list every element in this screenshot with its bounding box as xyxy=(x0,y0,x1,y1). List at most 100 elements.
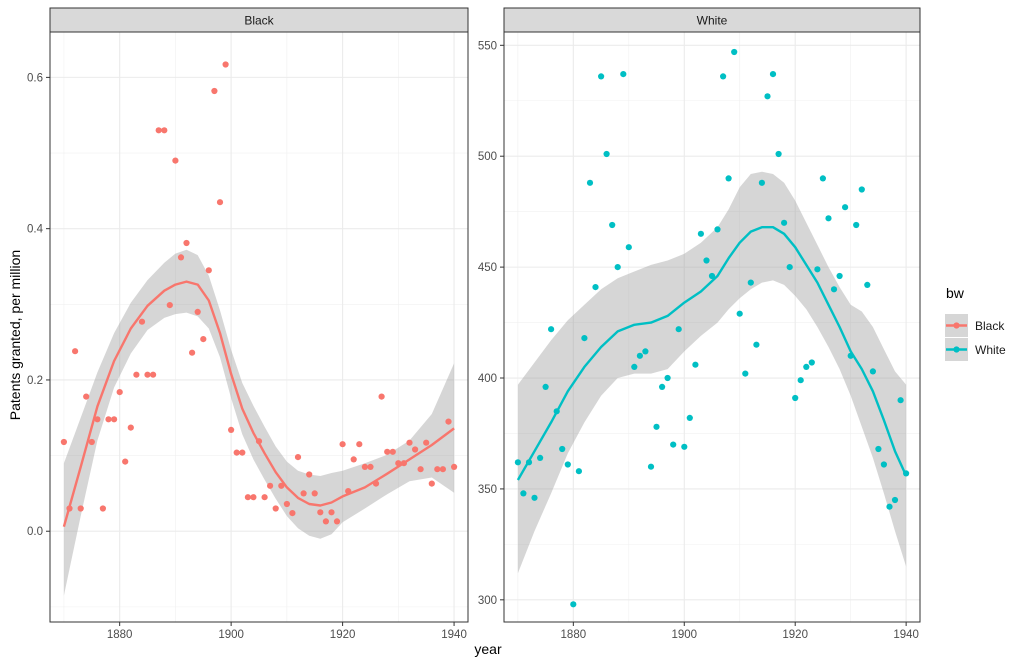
data-point xyxy=(333,518,341,525)
x-tick-label: 1880 xyxy=(561,629,587,641)
data-point xyxy=(642,348,649,355)
data-point xyxy=(367,463,374,470)
data-point xyxy=(653,423,660,430)
data-point xyxy=(781,219,788,226)
data-point xyxy=(830,286,838,293)
data-point xyxy=(94,416,101,423)
confidence-band xyxy=(63,249,455,596)
data-point xyxy=(105,416,112,423)
data-point xyxy=(88,438,95,446)
legend-label: White xyxy=(975,343,1006,357)
data-point xyxy=(99,505,106,512)
data-point xyxy=(406,439,413,446)
legend-label: Black xyxy=(975,319,1005,333)
legend-key-point xyxy=(953,322,960,329)
data-point xyxy=(769,71,777,78)
x-tick-label: 1920 xyxy=(782,629,808,641)
data-point xyxy=(77,505,84,512)
data-point xyxy=(445,418,452,425)
y-tick-label: 500 xyxy=(478,151,497,163)
data-point xyxy=(625,244,632,251)
data-point xyxy=(150,371,157,378)
data-point xyxy=(647,463,655,470)
data-point xyxy=(384,448,391,455)
data-point xyxy=(620,71,627,78)
x-tick-label: 1940 xyxy=(441,629,467,641)
data-point xyxy=(216,199,224,206)
data-point xyxy=(570,601,577,608)
data-point xyxy=(350,456,357,463)
data-point xyxy=(880,461,888,468)
data-point xyxy=(736,310,743,317)
data-point xyxy=(708,272,716,280)
data-point xyxy=(681,443,688,450)
data-point xyxy=(72,348,79,355)
data-point xyxy=(272,505,279,512)
data-point xyxy=(703,257,710,264)
data-point xyxy=(714,226,721,233)
panel-white: White 1880 1900 1920 1940 300 350 400 450 500 550 xyxy=(478,7,921,641)
panels-group: Black 1880 1900 1920 1940 0.0 0.2 0.4 0.6 White 18… xyxy=(27,7,921,641)
y-tick-label: 0.4 xyxy=(27,224,44,236)
data-point xyxy=(797,377,804,384)
data-point xyxy=(803,363,810,370)
data-point xyxy=(598,73,605,80)
data-point xyxy=(858,186,865,193)
y-tick-label: 550 xyxy=(478,40,497,52)
data-point xyxy=(356,441,363,448)
data-point xyxy=(825,215,832,222)
data-point xyxy=(306,471,313,478)
data-point xyxy=(289,509,296,517)
data-point xyxy=(322,518,329,525)
x-tick-label: 1880 xyxy=(107,629,133,641)
data-point xyxy=(875,445,882,453)
data-point xyxy=(300,490,307,497)
panel-background xyxy=(50,32,468,622)
data-point xyxy=(542,383,549,390)
data-point xyxy=(434,466,441,473)
data-point xyxy=(412,446,419,453)
data-point xyxy=(659,383,666,390)
data-point xyxy=(294,454,302,461)
smooth-line xyxy=(516,225,908,481)
data-point xyxy=(211,87,218,95)
data-point xyxy=(60,438,67,446)
data-point xyxy=(592,284,599,291)
data-point xyxy=(239,449,246,456)
data-point xyxy=(222,61,229,68)
x-tick-label: 1920 xyxy=(330,629,356,641)
x-tick-label: 1900 xyxy=(671,629,697,641)
data-point xyxy=(731,48,738,56)
data-point xyxy=(439,466,446,473)
data-point xyxy=(548,326,555,333)
data-point xyxy=(177,254,185,261)
data-point xyxy=(339,441,346,448)
data-point xyxy=(144,371,151,378)
data-point xyxy=(328,509,335,516)
data-point xyxy=(836,272,843,280)
data-point xyxy=(819,175,827,182)
data-point xyxy=(725,175,732,182)
data-point xyxy=(417,466,424,473)
data-point xyxy=(886,503,893,510)
data-point xyxy=(697,230,705,237)
data-point xyxy=(514,459,522,466)
data-point xyxy=(261,494,268,501)
data-point xyxy=(853,221,860,229)
data-point xyxy=(133,371,140,378)
y-axis-label: Patents granted, per million xyxy=(7,250,23,420)
data-point xyxy=(842,204,849,211)
y-tick-label: 0.0 xyxy=(27,526,43,538)
data-point xyxy=(758,179,766,186)
facet-strip-label: White xyxy=(697,14,728,28)
data-point xyxy=(792,394,799,402)
data-point xyxy=(636,352,644,359)
data-point xyxy=(692,361,699,368)
panel-black: Black 1880 1900 1920 1940 0.0 0.2 0.4 0.6 xyxy=(27,7,469,641)
data-point xyxy=(614,264,621,271)
data-point xyxy=(451,463,458,470)
data-point xyxy=(205,267,212,274)
data-point xyxy=(586,179,594,186)
data-point xyxy=(423,439,430,446)
